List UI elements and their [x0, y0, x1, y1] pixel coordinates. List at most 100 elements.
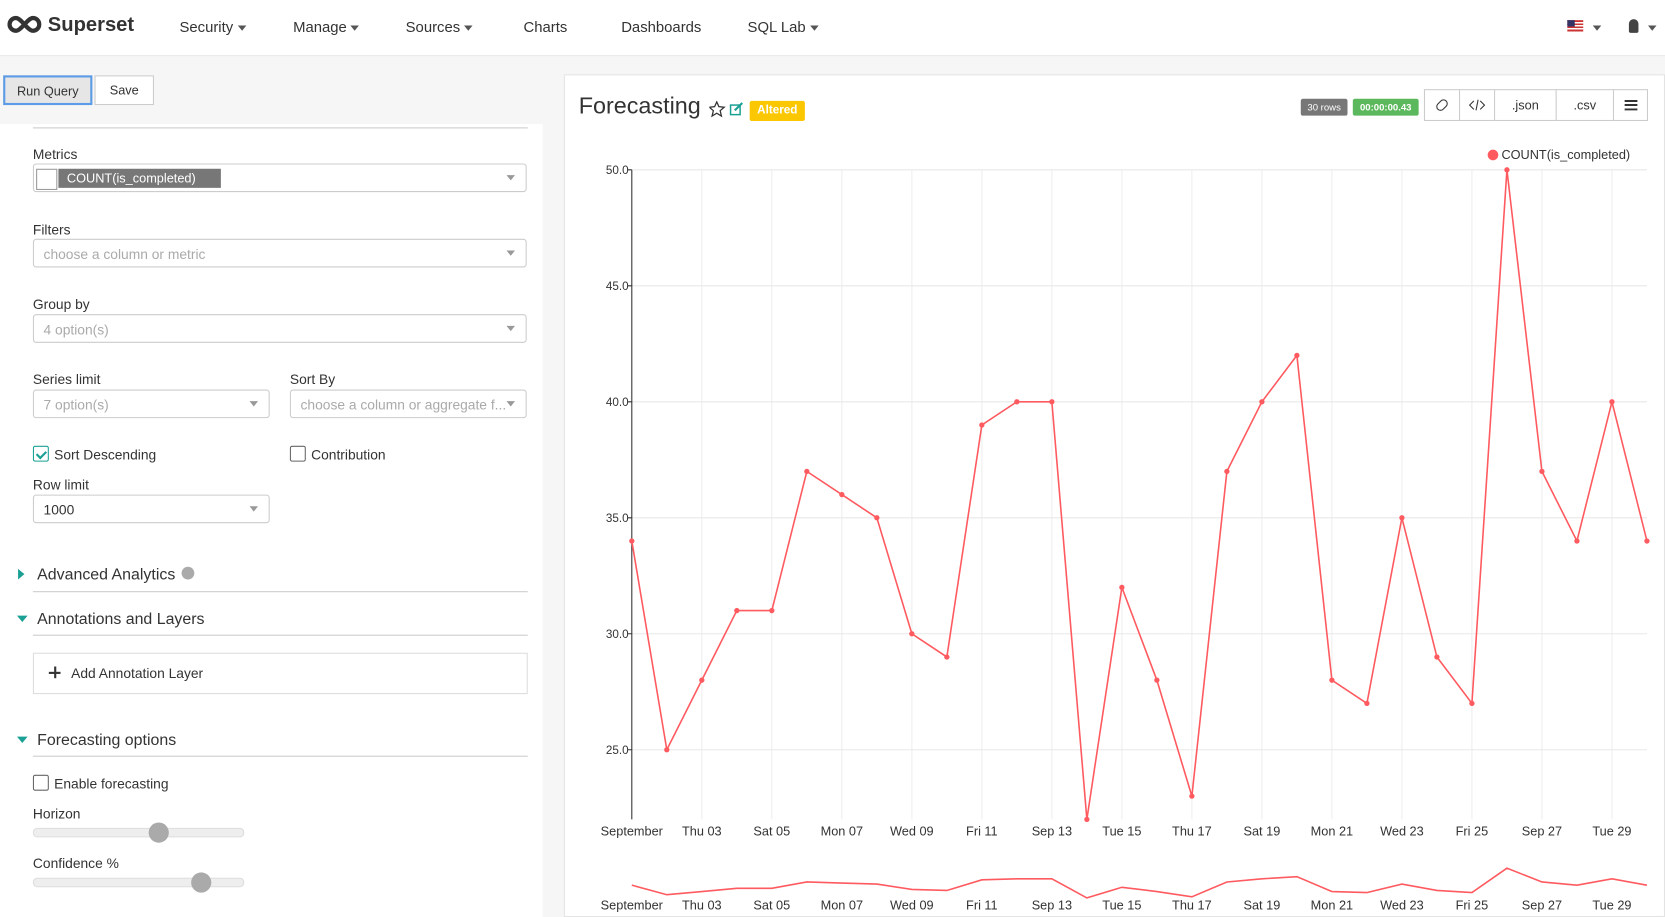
section-title[interactable]: Forecasting options [37, 731, 177, 750]
checkbox-checked[interactable] [32, 445, 49, 462]
x-tick-label: Sat 19 [1243, 823, 1280, 838]
label: Horizon [32, 805, 81, 822]
label: Metrics [32, 146, 78, 163]
x-tick-label: Fri 25 [1456, 898, 1489, 913]
point [804, 468, 810, 475]
slider-handle[interactable] [148, 822, 169, 843]
point [664, 747, 670, 753]
point [1399, 515, 1405, 521]
logo [7, 15, 42, 33]
sort-by-select[interactable] [289, 389, 527, 419]
point [1434, 654, 1440, 660]
user-icon[interactable] [1628, 19, 1639, 33]
y-tick-label: 30.0 [606, 628, 629, 641]
point [1049, 399, 1055, 405]
label: Group by [32, 296, 90, 313]
nav-item[interactable]: Manage [293, 18, 347, 36]
checkbox[interactable] [289, 445, 306, 462]
x-tick-label: Fri 11 [966, 898, 998, 913]
groupby-select[interactable] [32, 314, 527, 343]
row-limit-value: 1000 [43, 502, 75, 518]
filters-select[interactable] [32, 238, 527, 268]
x-tick-label: Sep 13 [1032, 823, 1072, 838]
nav-item[interactable]: Security [179, 18, 234, 36]
point [1014, 399, 1020, 405]
legend-label: COUNT(is_completed) [1501, 147, 1630, 162]
altered-badge[interactable]: Altered [749, 100, 805, 121]
x-tick-label: Wed 23 [1380, 898, 1424, 913]
point [1504, 167, 1510, 173]
caret [506, 175, 516, 181]
caret [464, 25, 473, 31]
caret [506, 325, 516, 332]
button-label: Add Annotation Layer [71, 665, 204, 682]
point [1189, 793, 1195, 799]
nav-item[interactable]: Charts [523, 18, 568, 36]
label: Series limit [32, 371, 101, 388]
preview-line [631, 867, 1648, 899]
divider [32, 591, 528, 593]
json-button[interactable]: .json [1494, 89, 1557, 121]
collapse-icon[interactable] [16, 736, 28, 743]
timer-badge: 00:00:00.43 [1352, 98, 1419, 116]
checkbox-label: Enable forecasting [54, 775, 169, 792]
row-limit-select[interactable] [32, 494, 270, 524]
legend-swatch [1487, 149, 1499, 161]
series-line [631, 169, 1648, 820]
checkbox[interactable] [32, 774, 49, 791]
section-title[interactable]: Annotations and Layers [37, 610, 205, 629]
nav-item[interactable]: Sources [405, 18, 461, 36]
point [909, 631, 915, 637]
x-tick-label: Sat 05 [753, 898, 790, 913]
collapse-icon[interactable] [16, 615, 28, 622]
x-tick-label: Sat 19 [1243, 898, 1280, 913]
remove-tag[interactable] [36, 168, 58, 190]
title-icons[interactable] [709, 100, 747, 118]
x-tick-label: Wed 09 [890, 823, 934, 838]
x-tick-label: Thu 17 [1172, 898, 1212, 913]
info-icon[interactable] [181, 566, 195, 580]
x-tick-label: September [601, 823, 664, 838]
point [699, 677, 705, 683]
navbar [0, 0, 1665, 57]
caret [1592, 25, 1602, 31]
nav-item[interactable]: SQL Lab [747, 18, 806, 36]
brand[interactable]: Superset [47, 13, 135, 37]
caret [810, 25, 819, 31]
x-tick-label: Tue 29 [1592, 898, 1631, 913]
point [839, 491, 845, 498]
link-button[interactable] [1423, 89, 1461, 121]
flag[interactable] [1567, 20, 1584, 32]
point [1154, 677, 1160, 683]
point [1119, 584, 1125, 591]
label: Sort By [289, 371, 336, 388]
label: Filters [32, 221, 71, 238]
x-tick-label: Sep 13 [1032, 898, 1072, 913]
section-title[interactable]: Advanced Analytics [37, 565, 176, 584]
chart-title[interactable]: Forecasting [578, 92, 701, 119]
point [1469, 700, 1475, 707]
caret [350, 25, 359, 31]
slider-handle[interactable] [191, 872, 212, 893]
series-limit-select[interactable] [32, 389, 270, 419]
placeholder: 4 option(s) [43, 321, 109, 338]
add-annotation-layer[interactable] [32, 652, 528, 695]
menu-button[interactable] [1612, 89, 1649, 121]
nav-item[interactable]: Dashboards [621, 18, 702, 36]
save-button[interactable]: Save [94, 75, 154, 106]
csv-button[interactable]: .csv [1555, 89, 1615, 121]
point [1609, 399, 1615, 405]
expand-icon[interactable] [18, 568, 25, 580]
metric-tag[interactable]: COUNT(is_completed) [58, 168, 221, 188]
point [769, 607, 775, 614]
label: Confidence % [32, 855, 119, 872]
caret [249, 506, 259, 512]
label: Row limit [32, 476, 89, 493]
embed-button[interactable] [1458, 89, 1496, 121]
row-count-badge: 30 rows [1300, 98, 1348, 116]
point [629, 538, 635, 544]
point [944, 654, 950, 660]
run-query-button[interactable]: Run Query [3, 75, 93, 106]
